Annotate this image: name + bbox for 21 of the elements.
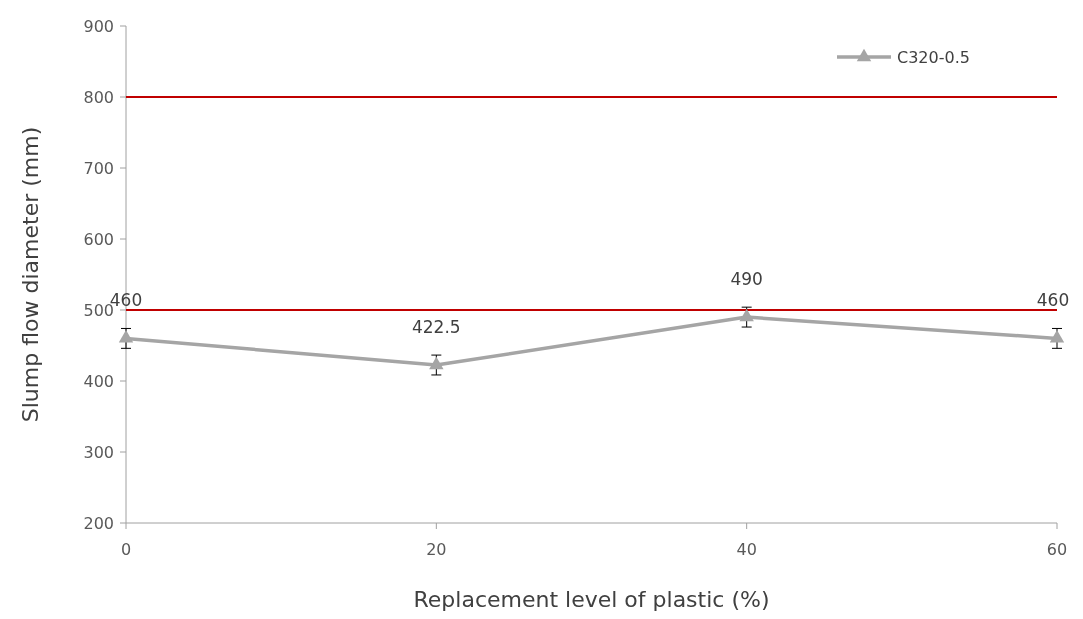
data-label: 422.5 [412, 317, 461, 338]
y-tick-label: 300 [83, 443, 114, 462]
x-tick-label: 60 [1046, 540, 1068, 559]
data-label: 460 [1036, 290, 1070, 311]
legend-label: C320-0.5 [897, 48, 970, 67]
point [1049, 330, 1065, 343]
point [429, 356, 444, 370]
x-axis-title: Replacement level of plastic (%) [413, 587, 770, 612]
data-label: 490 [730, 269, 763, 290]
y-tick-label: 700 [83, 159, 114, 178]
point [739, 308, 754, 322]
y-tick-label: 600 [83, 230, 114, 249]
x-tick-label: 20 [426, 540, 447, 559]
x-tick-label: 0 [120, 540, 132, 559]
point [118, 330, 134, 343]
y-tick-label: 800 [83, 88, 114, 107]
y-axis-title: Slump flow diameter (mm) [18, 126, 43, 423]
y-tick-label: 400 [83, 372, 114, 391]
x-tick-label: 40 [736, 540, 757, 559]
y-tick-label: 900 [83, 17, 114, 36]
y-tick-label: 200 [83, 514, 114, 533]
